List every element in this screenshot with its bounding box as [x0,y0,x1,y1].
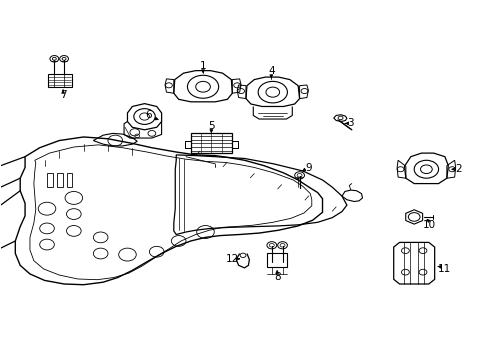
Text: 4: 4 [267,66,274,76]
Text: 2: 2 [455,164,462,174]
Text: 10: 10 [423,220,435,230]
Text: 11: 11 [437,264,450,274]
Text: 12: 12 [226,254,239,264]
Text: 1: 1 [199,61,206,71]
Text: 6: 6 [145,111,151,121]
Text: 5: 5 [207,121,214,131]
Bar [47,173,53,187]
Circle shape [266,242,276,249]
Bar [57,173,62,187]
Circle shape [60,55,68,62]
Text: 3: 3 [347,118,353,128]
Text: 7: 7 [60,90,66,100]
Circle shape [50,55,59,62]
Circle shape [277,242,287,249]
Bar [47,74,72,87]
Text: 9: 9 [305,163,311,173]
Text: 8: 8 [273,272,280,282]
Bar [267,253,286,267]
Bar [66,173,72,187]
Circle shape [294,172,304,179]
